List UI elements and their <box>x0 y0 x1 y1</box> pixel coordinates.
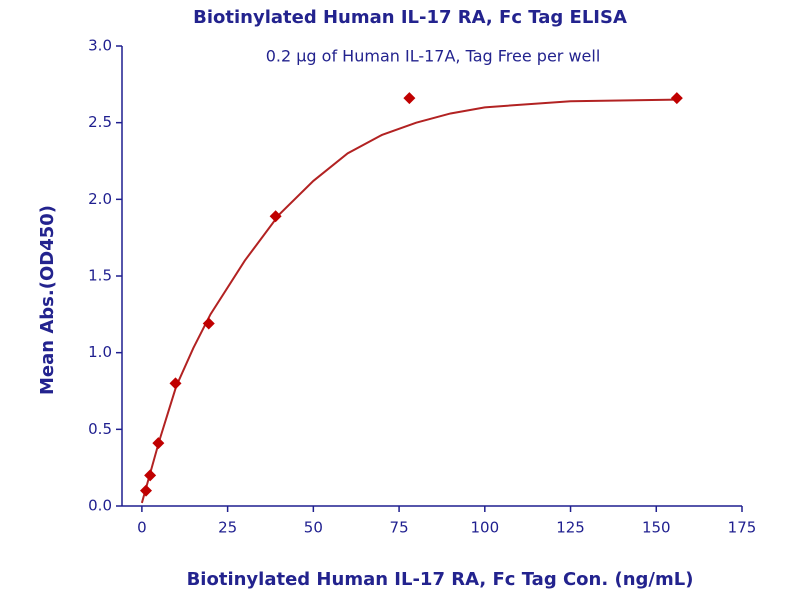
x-axis-label: Biotinylated Human IL-17 RA, Fc Tag Con.… <box>187 569 694 590</box>
x-tick-label: 50 <box>304 519 323 537</box>
y-tick-label: 0.0 <box>88 497 112 515</box>
point <box>403 92 416 105</box>
fit-curve <box>140 98 677 504</box>
y-tick-label: 2.5 <box>88 113 112 131</box>
point <box>140 484 153 497</box>
y-axis-label: Mean Abs.(OD450) <box>37 205 58 395</box>
y-tick-label: 2.0 <box>88 190 112 208</box>
y-tick-label: 1.0 <box>88 343 112 361</box>
x-tick-label: 175 <box>728 519 757 537</box>
y-tick-label: 0.5 <box>88 420 112 438</box>
y-tick-label: 3.0 <box>88 37 112 55</box>
chart-title: Biotinylated Human IL-17 RA, Fc Tag ELIS… <box>193 7 627 28</box>
point <box>152 437 165 450</box>
point <box>670 92 683 105</box>
x-tick-label: 100 <box>470 519 499 537</box>
x-tick-label: 25 <box>218 519 237 537</box>
annotation: 0.2 μg of Human IL-17A, Tag Free per wel… <box>266 47 601 66</box>
x-tick-label: 150 <box>642 519 671 537</box>
point <box>144 469 157 482</box>
y-tick-label: 1.5 <box>88 267 112 285</box>
point <box>202 317 215 330</box>
point <box>169 377 182 390</box>
x-tick-label: 75 <box>390 519 409 537</box>
x-tick-label: 125 <box>556 519 585 537</box>
point <box>269 210 282 223</box>
x-tick-label: 0 <box>137 519 147 537</box>
